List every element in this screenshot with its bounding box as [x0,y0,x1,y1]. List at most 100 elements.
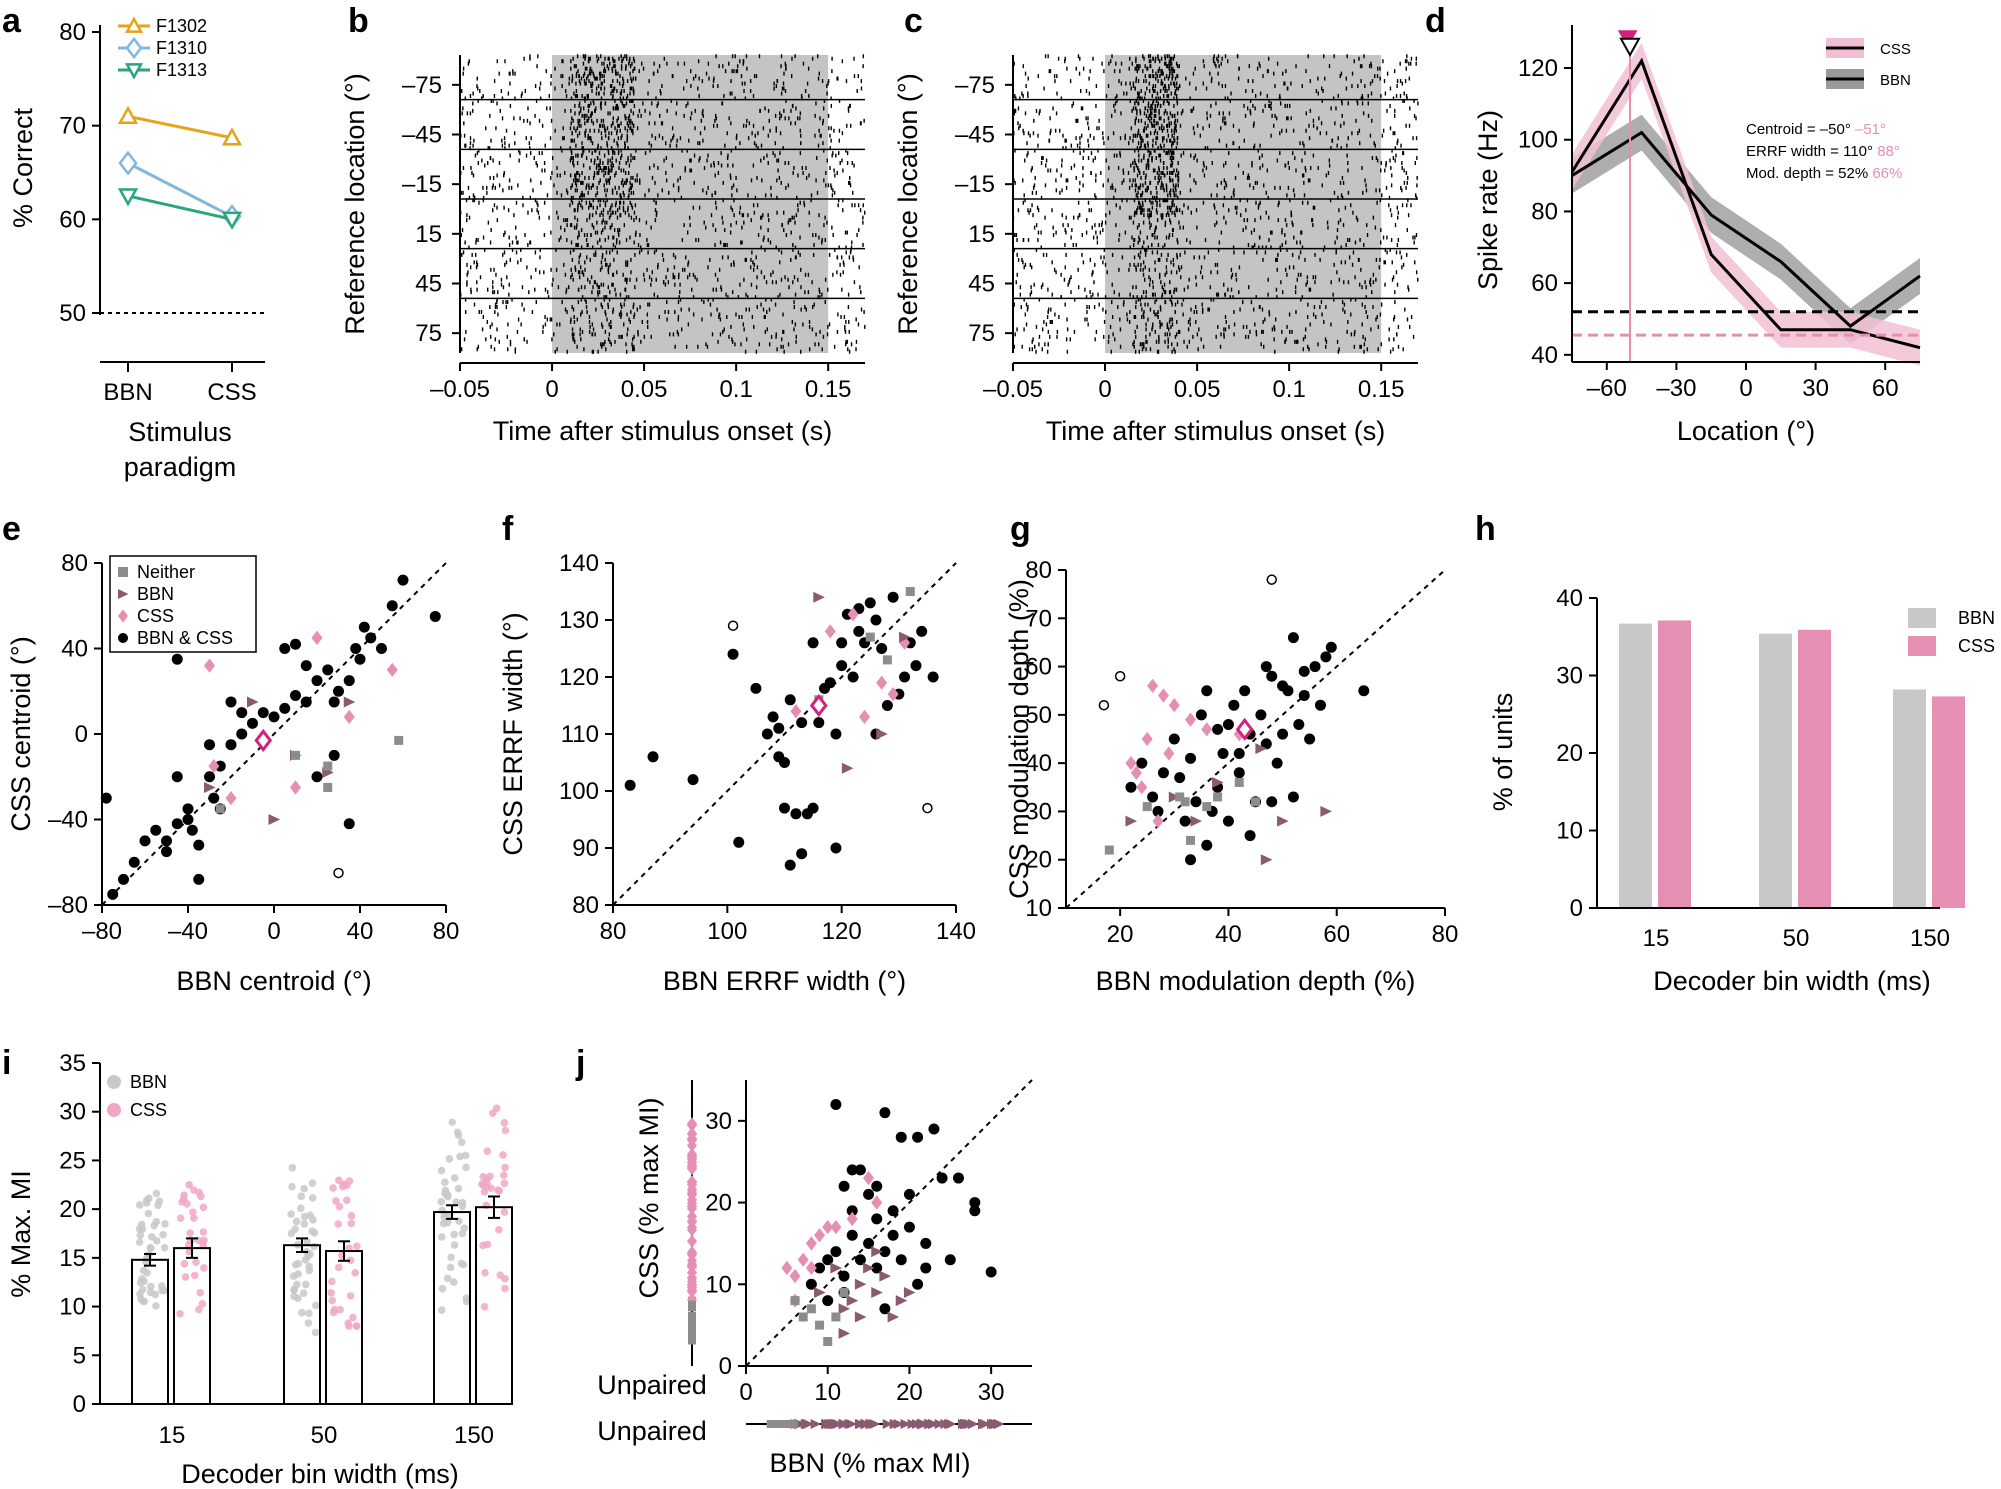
legend-marker [107,1103,121,1117]
point-open [1114,670,1126,682]
b-x-tick-label: 0.1 [719,376,752,403]
unit-dot-css [328,1296,337,1305]
unit-dot-bbn [305,1262,313,1271]
series-line-F1302 [127,114,233,140]
legend-label: CSS [1880,41,1911,58]
unity-line [745,1079,1033,1367]
x-tick-label: 50 [311,1422,338,1449]
point-bbn-css [1287,791,1299,803]
g-y-tick-label: 60 [1025,654,1052,681]
d-y-tick-label: 60 [1531,270,1558,297]
unit-dot-css [181,1273,190,1281]
x-tick-label: CSS [207,379,256,406]
annotation-bbn: ERRF width = 110° [1746,143,1873,160]
unit-dot-bbn [450,1230,458,1239]
point-F1313 [117,188,139,207]
point-bbn-css [822,1295,834,1307]
unit-dot-bbn [159,1230,167,1239]
point-bbn-css [279,702,291,714]
unit-dot-bbn [462,1163,470,1172]
point-bbn-css [1298,690,1310,702]
point-bbn-css [290,638,301,650]
unit-dot-bbn [287,1229,296,1238]
unit-dot-bbn [438,1284,447,1293]
point-bbn-css [1174,772,1186,784]
point-bbn [268,814,281,825]
x-tick-label: 150 [454,1422,494,1449]
unit-dot-css [488,1109,497,1118]
point-bbn [1277,815,1289,827]
unit-dot-css [480,1302,489,1311]
unit-dot-bbn [145,1194,153,1202]
x-axis-label: Location (°) [1677,416,1815,446]
annotation-css: 88° [1873,143,1900,160]
d-y-tick-label: 40 [1531,342,1558,369]
highlight-unit [254,728,273,752]
unit-dot-bbn [448,1118,457,1127]
e-y-tick-label: 80 [61,550,88,577]
legend-marker [118,609,128,623]
point-bbn-css [279,643,291,654]
unit-dot-bbn [304,1319,313,1327]
unit-dot-css [346,1292,355,1300]
c-x-tick-label: 0.1 [1272,376,1305,403]
point-bbn-css [171,771,183,783]
point-bbn-css [182,803,194,815]
point-css [204,658,215,673]
d-x-tick-label: 0 [1739,375,1752,402]
unit-dot-css [500,1171,508,1180]
point-bbn-css [876,643,888,654]
y-axis-label: Reference location (°) [340,73,370,334]
unit-dot-bbn [297,1204,305,1213]
unit-dot-bbn [437,1233,446,1241]
point-css [887,686,899,702]
e-x-tick-label: 0 [267,918,280,945]
point-bbn-css [881,700,893,711]
point-bbn-css [871,1213,883,1225]
point-bbn-css [204,771,215,783]
point-bbn-css [268,711,280,723]
legend-label: Neither [137,562,195,582]
y-tick-label: –45 [955,122,995,149]
point-neither [865,632,875,642]
point-F1310 [118,150,138,176]
point-bbn-css [916,625,928,637]
y-tick-label: –15 [402,171,442,198]
unit-dot-bbn [299,1289,308,1297]
point-bbn-css [733,836,745,848]
point-bbn-css [830,842,842,854]
point-bbn-css [1266,796,1278,808]
unit-dot-css [346,1256,355,1265]
point-bbn-css [1195,709,1207,721]
unit-dot-bbn [292,1217,301,1226]
unit-dot-css [483,1147,492,1155]
point-bbn-css [830,728,842,740]
annotation-bbn: Mod. depth = 52% [1746,165,1868,182]
point-bbn-css [1168,733,1180,745]
y-tick-label: 45 [968,271,995,298]
point-bbn-css [300,696,312,708]
y-tick-label: –45 [402,122,442,149]
unit-dot-bbn [294,1259,303,1268]
point-bbn [841,762,854,774]
f-x-tick-label: 120 [822,918,862,945]
point-css [1147,678,1159,694]
unit-dot-bbn [161,1220,169,1228]
point-neither [291,750,300,760]
point-bbn-css [358,621,370,633]
y-axis-label: Reference location (°) [893,73,923,334]
series-line-F1310 [127,161,233,218]
point-bbn [247,696,259,708]
point-bbn-css [1314,699,1326,711]
unit-dot-css [486,1172,494,1181]
unit-dot-bbn [452,1198,461,1206]
e-y-tick-label: 0 [75,721,88,748]
unit-dot-css [499,1151,507,1159]
unit-dot-bbn [450,1174,459,1182]
point-bbn-css [225,696,237,708]
unit-dot-bbn [308,1179,317,1187]
point-bbn-css [225,739,237,751]
f-x-tick-label: 80 [600,918,627,945]
point-bbn-css [784,859,796,871]
point-css [1125,755,1137,771]
